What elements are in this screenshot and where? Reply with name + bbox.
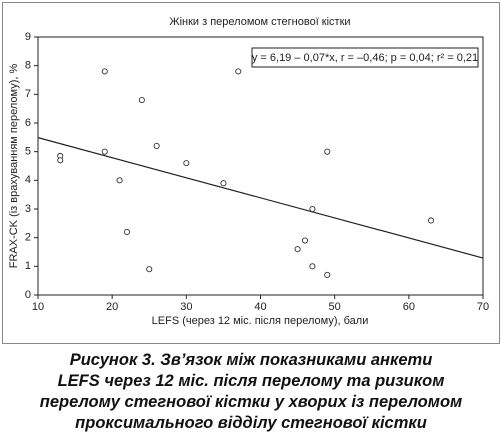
chart-frame	[2, 2, 500, 344]
point	[309, 205, 316, 213]
point	[324, 148, 331, 155]
y-axis-label: FRAX-CK (із врахуванням перелому), %	[8, 64, 20, 269]
y-tick-label: 8	[25, 60, 31, 72]
y-tick-label: 4	[25, 174, 31, 186]
y-tick-label: 7	[25, 88, 31, 100]
point	[294, 246, 301, 253]
fit-line	[37, 137, 484, 259]
caption-line: Рисунок 3. Зв’язок між показниками анкет…	[69, 351, 433, 369]
point	[153, 142, 160, 149]
x-tick-label: 10	[32, 301, 44, 313]
chart-title: Жінки з переломом стегнової кістки	[169, 16, 350, 28]
x-tick-label: 70	[477, 301, 489, 313]
caption: Рисунок 3. Зв’язок між показниками анкет…	[0, 350, 502, 434]
annotation: y = 6,19 – 0,07*x, r = –0,46; p = 0,04; …	[252, 52, 478, 64]
x-axis-label: LEFS (через 12 міс. після перелому), бал…	[152, 315, 369, 327]
y-tick-label: 9	[25, 31, 31, 43]
y-tick-label: 1	[25, 260, 31, 272]
caption-line: перелому стегнової кістки у хворих із пе…	[39, 393, 463, 411]
x-tick-label: 40	[254, 301, 266, 313]
y-tick-label: 0	[25, 289, 31, 301]
point	[220, 180, 227, 187]
y-tick-label: 6	[25, 117, 31, 129]
point	[116, 177, 123, 184]
point	[309, 263, 316, 270]
caption-line: LEFS через 12 міс. після перелому та риз…	[57, 372, 445, 390]
point	[301, 237, 309, 244]
point	[101, 148, 108, 155]
y-tick-label: 2	[25, 232, 31, 244]
x-tick-label: 20	[106, 301, 118, 313]
annotation-box	[251, 47, 479, 68]
point	[235, 68, 242, 75]
y-tick-label: 5	[25, 146, 31, 158]
point	[101, 68, 108, 75]
plot-frame	[37, 36, 484, 296]
point	[138, 97, 145, 104]
point	[146, 266, 153, 273]
point	[428, 217, 435, 224]
caption-line: проксимального відділу стегнової кістки	[75, 414, 427, 432]
chart: Жінки з переломом стегнової кістки LEFS …	[2, 2, 500, 344]
x-tick-label: 60	[403, 301, 415, 313]
y-tick-label: 3	[25, 203, 31, 215]
x-tick-label: 30	[180, 301, 192, 313]
point	[324, 271, 331, 278]
point	[57, 157, 64, 164]
point	[123, 228, 131, 235]
point	[183, 160, 190, 167]
x-tick-label: 50	[329, 301, 341, 313]
